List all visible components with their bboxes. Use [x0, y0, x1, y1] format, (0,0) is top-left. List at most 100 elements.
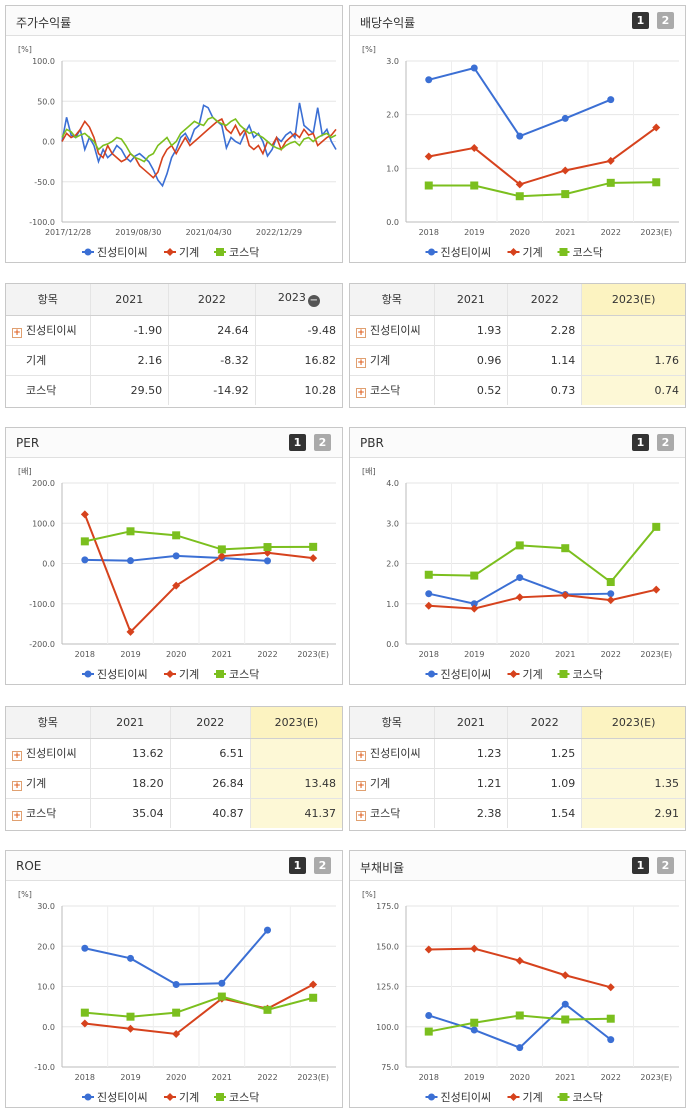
expand-icon[interactable]: +	[12, 811, 22, 822]
data-point	[264, 557, 271, 565]
roe-panel: ROE 1 2 [%] 30.0 20.0 10.0 0.0 -10.0 2018 2019 2…	[5, 850, 343, 1108]
data-point	[127, 557, 134, 565]
y-unit-label: [%]	[18, 45, 32, 54]
y-tick-label: 50.0	[37, 97, 55, 106]
data-point	[424, 1027, 433, 1036]
y-tick-label: 10.0	[37, 983, 55, 992]
table-header-row: 항목 2021 2022 2023−	[6, 284, 342, 316]
data-point	[424, 945, 433, 954]
legend-label: 코스닥	[229, 1091, 259, 1104]
table-cell: 1.76	[581, 345, 685, 376]
data-point	[81, 556, 89, 564]
per-table: 항목 2021 2022 2023(E) + 진성티이씨 13.62 6.51 + 기계 18.20…	[5, 706, 343, 831]
table-row: + 기계 1.21 1.09 1.35	[350, 768, 685, 799]
y-tick-label: 3.0	[386, 519, 399, 528]
row-label-cell: + 진성티이씨	[350, 315, 434, 346]
y-tick-label: 0.0	[42, 560, 55, 569]
row-label: 코스닥	[26, 384, 57, 398]
table-row: + 진성티이씨 13.62 6.51	[6, 738, 342, 769]
data-point	[428, 248, 435, 256]
data-point	[515, 180, 524, 189]
expand-icon[interactable]: +	[356, 358, 366, 368]
data-point	[470, 1018, 479, 1027]
expand-icon[interactable]: +	[356, 781, 366, 791]
expand-icon[interactable]: +	[356, 811, 366, 822]
x-tick-label: 2017/12/28	[45, 228, 91, 237]
data-point	[515, 1011, 524, 1020]
expand-icon[interactable]: +	[12, 751, 22, 761]
table-cell	[249, 738, 342, 769]
x-tick-label: 2018	[419, 650, 439, 659]
table-row: + 코스닥 0.52 0.73 0.74	[350, 375, 685, 405]
x-tick-label: 2020	[510, 1073, 530, 1082]
legend-label: 코스닥	[229, 246, 259, 259]
table-cell: 24.64	[168, 315, 256, 346]
expand-icon[interactable]: +	[12, 328, 22, 338]
table-row: 코스닥 29.50 -14.92 10.28	[6, 375, 342, 405]
table-row: + 코스닥 2.38 1.54 2.91	[350, 798, 685, 828]
data-point	[126, 527, 135, 536]
data-point	[166, 1093, 174, 1101]
expand-icon[interactable]: +	[12, 781, 22, 791]
data-point	[425, 76, 433, 84]
data-point	[216, 1093, 224, 1101]
table-cell: 0.96	[433, 345, 508, 376]
table-cell	[581, 738, 685, 769]
table-cell: 0.52	[433, 375, 508, 405]
chart-tab-1-button[interactable]: 1	[632, 857, 649, 874]
collapse-icon[interactable]: −	[307, 295, 320, 308]
expand-icon[interactable]: +	[356, 328, 366, 338]
chart-tab-2-button[interactable]: 2	[314, 857, 331, 874]
series-line	[84, 929, 269, 986]
table-row: + 진성티이씨 1.93 2.28	[350, 315, 685, 346]
chart-tab-1-button[interactable]: 1	[632, 12, 649, 29]
data-point	[126, 1024, 135, 1033]
table-cell: 41.37	[249, 798, 342, 828]
y-unit-label: [%]	[18, 890, 32, 899]
chart-tab-2-button[interactable]: 2	[657, 857, 674, 874]
y-tick-label: 150.0	[376, 942, 399, 951]
chart-tab-1-button[interactable]: 1	[289, 857, 306, 874]
y-tick-label: -200.0	[29, 640, 55, 649]
data-point	[559, 1093, 568, 1101]
table-cell: 2.28	[507, 315, 582, 346]
data-point	[561, 1000, 569, 1008]
expand-icon[interactable]: +	[356, 388, 366, 399]
series-line	[84, 995, 314, 1018]
table-header-cell: 2021	[89, 284, 169, 316]
expand-icon[interactable]: +	[356, 751, 366, 761]
data-point	[84, 248, 92, 256]
table-cell: 1.14	[507, 345, 582, 376]
chart-tab-1-button[interactable]: 1	[289, 434, 306, 451]
series-line	[61, 117, 337, 179]
dividend-yield-table: 항목 2021 2022 2023(E) + 진성티이씨 1.93 2.28 + 기계 0.96 1.…	[349, 283, 686, 408]
data-point	[424, 181, 433, 190]
dividend-yield-panel: 배당수익률 1 2 [%] 3.0 2.0 1.0 0.0 2018 2019 2020 202…	[349, 5, 686, 263]
chart-tab-2-button[interactable]: 2	[314, 434, 331, 451]
chart-tab-2-button[interactable]: 2	[657, 434, 674, 451]
x-tick-label: 2019	[464, 650, 484, 659]
y-tick-label: 200.0	[32, 479, 55, 488]
stock-return-panel: 주가수익률 [%] 100.0 50.0 0.0 -50.0 -100.0 2017/12/…	[5, 5, 343, 263]
y-tick-label: 4.0	[386, 479, 399, 488]
chart-tab-2-button[interactable]: 2	[657, 12, 674, 29]
legend-label: 기계	[523, 246, 543, 259]
table-header-row: 항목 2021 2022 2023(E)	[6, 707, 342, 739]
x-tick-label: 2020	[510, 650, 530, 659]
x-tick-label: 2023(E)	[640, 1073, 672, 1082]
table-header-cell: 2021	[433, 707, 508, 739]
pbr-table: 항목 2021 2022 2023(E) + 진성티이씨 1.23 1.25 + 기계 1.21 1.…	[349, 706, 686, 831]
data-point	[470, 944, 479, 953]
y-tick-label: -100.0	[29, 600, 55, 609]
data-point	[172, 531, 181, 540]
chart-tab-1-button[interactable]: 1	[632, 434, 649, 451]
data-point	[606, 983, 615, 992]
table-cell: -1.90	[89, 315, 169, 346]
legend-label: 코스닥	[573, 246, 603, 259]
panel-header: PBR 1 2	[350, 428, 685, 458]
x-tick-label: 2018	[75, 1073, 95, 1082]
y-tick-label: 0.0	[386, 640, 399, 649]
table-header-cell: 항목	[350, 707, 434, 739]
y-tick-label: -100.0	[29, 218, 55, 227]
data-point	[126, 627, 135, 636]
